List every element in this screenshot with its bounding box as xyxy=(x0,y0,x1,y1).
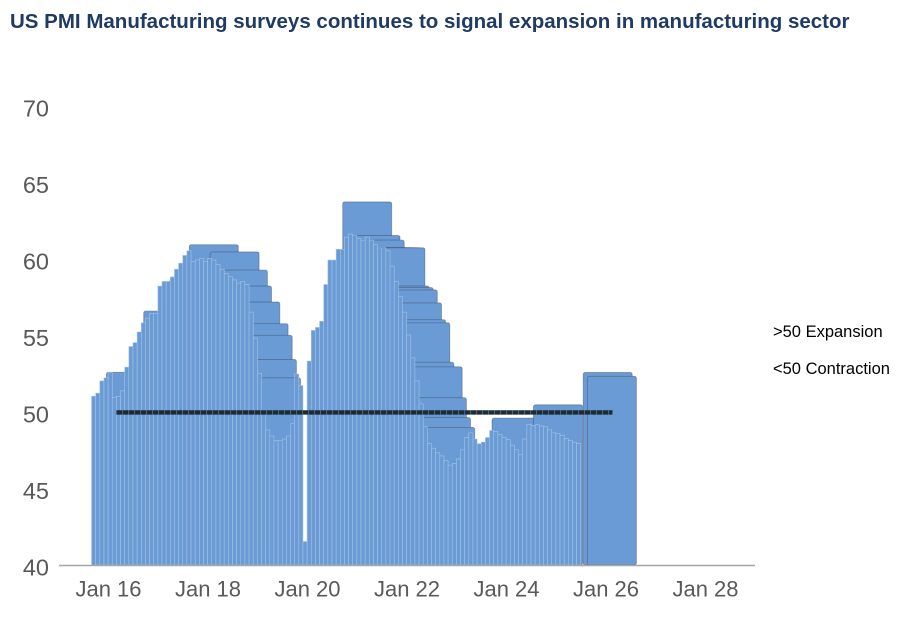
svg-text:<50 Contraction: <50 Contraction xyxy=(773,360,890,378)
svg-text:65: 65 xyxy=(23,172,49,198)
svg-text:50: 50 xyxy=(23,401,49,427)
svg-text:Jan 18: Jan 18 xyxy=(175,577,241,602)
svg-text:Jan 28: Jan 28 xyxy=(672,577,738,602)
svg-text:Jan 20: Jan 20 xyxy=(274,577,340,602)
svg-text:55: 55 xyxy=(23,325,49,351)
svg-text:70: 70 xyxy=(23,95,49,121)
svg-text:Jan 24: Jan 24 xyxy=(473,577,539,602)
svg-text:45: 45 xyxy=(23,478,49,504)
svg-text:>50 Expansion: >50 Expansion xyxy=(773,323,883,341)
svg-text:US PMI Manufacturing surveys c: US PMI Manufacturing surveys continues t… xyxy=(10,10,850,33)
svg-text:60: 60 xyxy=(23,248,49,274)
svg-text:40: 40 xyxy=(23,554,49,580)
svg-text:Jan 16: Jan 16 xyxy=(75,577,141,602)
svg-text:Jan 26: Jan 26 xyxy=(573,577,639,602)
svg-text:Jan 22: Jan 22 xyxy=(374,577,440,602)
